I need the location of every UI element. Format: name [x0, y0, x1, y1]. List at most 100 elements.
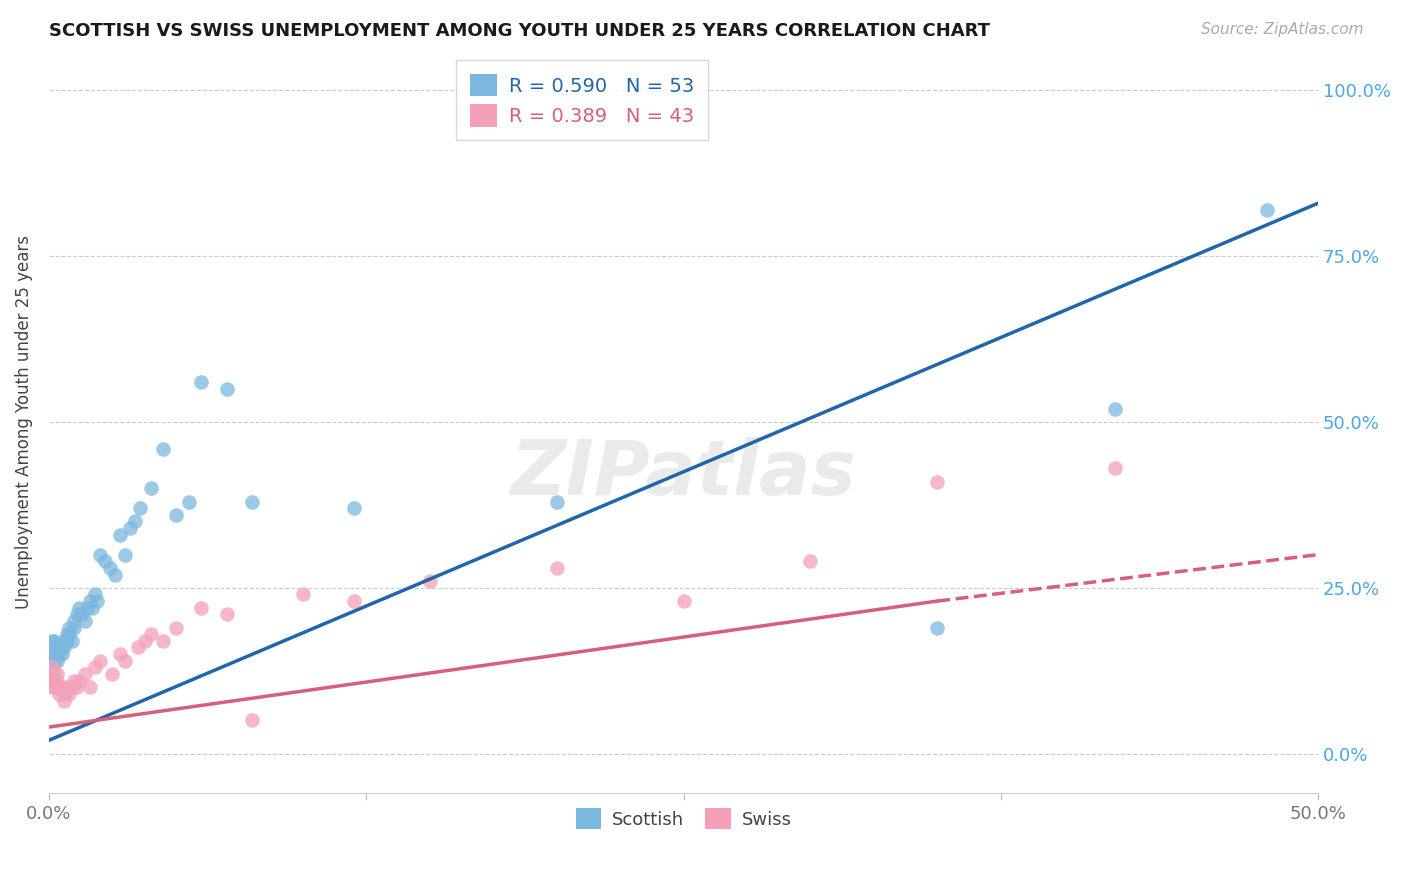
Point — [55, 680, 77, 694]
Point — [86, 594, 108, 608]
Point — [67, 673, 90, 688]
Point — [108, 647, 131, 661]
Point — [101, 667, 124, 681]
Point — [240, 714, 263, 728]
Point — [73, 614, 96, 628]
Point — [42, 633, 65, 648]
Point — [70, 607, 93, 622]
Point — [291, 587, 314, 601]
Point — [41, 647, 63, 661]
Point — [546, 561, 568, 575]
Point — [165, 508, 187, 522]
Point — [63, 621, 86, 635]
Point — [55, 633, 77, 648]
Point — [58, 627, 80, 641]
Point — [165, 621, 187, 635]
Point — [152, 633, 174, 648]
Point — [139, 481, 162, 495]
Point — [53, 693, 76, 707]
Point — [45, 647, 67, 661]
Point — [60, 680, 83, 694]
Point — [51, 647, 73, 661]
Point — [42, 654, 65, 668]
Point — [240, 494, 263, 508]
Point — [63, 614, 86, 628]
Point — [1104, 401, 1126, 416]
Point — [41, 667, 63, 681]
Point — [76, 600, 98, 615]
Point — [672, 594, 695, 608]
Point — [73, 667, 96, 681]
Point — [98, 561, 121, 575]
Point — [82, 600, 104, 615]
Point — [89, 548, 111, 562]
Point — [67, 600, 90, 615]
Point — [83, 587, 105, 601]
Point — [51, 640, 73, 655]
Point — [53, 687, 76, 701]
Legend: Scottish, Swiss: Scottish, Swiss — [568, 801, 799, 837]
Point — [58, 687, 80, 701]
Point — [63, 673, 86, 688]
Point — [41, 673, 63, 688]
Point — [120, 521, 142, 535]
Point — [41, 640, 63, 655]
Point — [342, 501, 364, 516]
Point — [41, 660, 63, 674]
Point — [124, 515, 146, 529]
Point — [45, 640, 67, 655]
Point — [79, 680, 101, 694]
Point — [42, 680, 65, 694]
Point — [114, 654, 136, 668]
Point — [53, 633, 76, 648]
Point — [927, 621, 949, 635]
Point — [45, 654, 67, 668]
Point — [419, 574, 441, 589]
Point — [48, 680, 70, 694]
Point — [104, 567, 127, 582]
Point — [139, 627, 162, 641]
Point — [45, 667, 67, 681]
Point — [114, 548, 136, 562]
Point — [51, 680, 73, 694]
Point — [53, 640, 76, 655]
Point — [215, 607, 238, 622]
Text: SCOTTISH VS SWISS UNEMPLOYMENT AMONG YOUTH UNDER 25 YEARS CORRELATION CHART: SCOTTISH VS SWISS UNEMPLOYMENT AMONG YOU… — [49, 22, 990, 40]
Point — [41, 633, 63, 648]
Y-axis label: Unemployment Among Youth under 25 years: Unemployment Among Youth under 25 years — [15, 235, 32, 609]
Point — [48, 647, 70, 661]
Point — [42, 647, 65, 661]
Point — [108, 527, 131, 541]
Point — [1104, 461, 1126, 475]
Point — [60, 633, 83, 648]
Point — [215, 382, 238, 396]
Point — [342, 594, 364, 608]
Point — [546, 494, 568, 508]
Point — [55, 627, 77, 641]
Point — [42, 673, 65, 688]
Point — [94, 554, 117, 568]
Text: ZIPatlas: ZIPatlas — [510, 437, 856, 511]
Text: Source: ZipAtlas.com: Source: ZipAtlas.com — [1201, 22, 1364, 37]
Point — [66, 680, 89, 694]
Point — [134, 633, 156, 648]
Point — [927, 475, 949, 489]
Point — [58, 621, 80, 635]
Point — [799, 554, 821, 568]
Point — [190, 600, 212, 615]
Point — [41, 660, 63, 674]
Point — [89, 654, 111, 668]
Point — [45, 673, 67, 688]
Point — [1256, 202, 1278, 217]
Point — [41, 654, 63, 668]
Point — [129, 501, 152, 516]
Point — [190, 376, 212, 390]
Point — [41, 680, 63, 694]
Point — [42, 667, 65, 681]
Point — [152, 442, 174, 456]
Point — [79, 594, 101, 608]
Point — [83, 660, 105, 674]
Point — [177, 494, 200, 508]
Point — [127, 640, 149, 655]
Point — [48, 687, 70, 701]
